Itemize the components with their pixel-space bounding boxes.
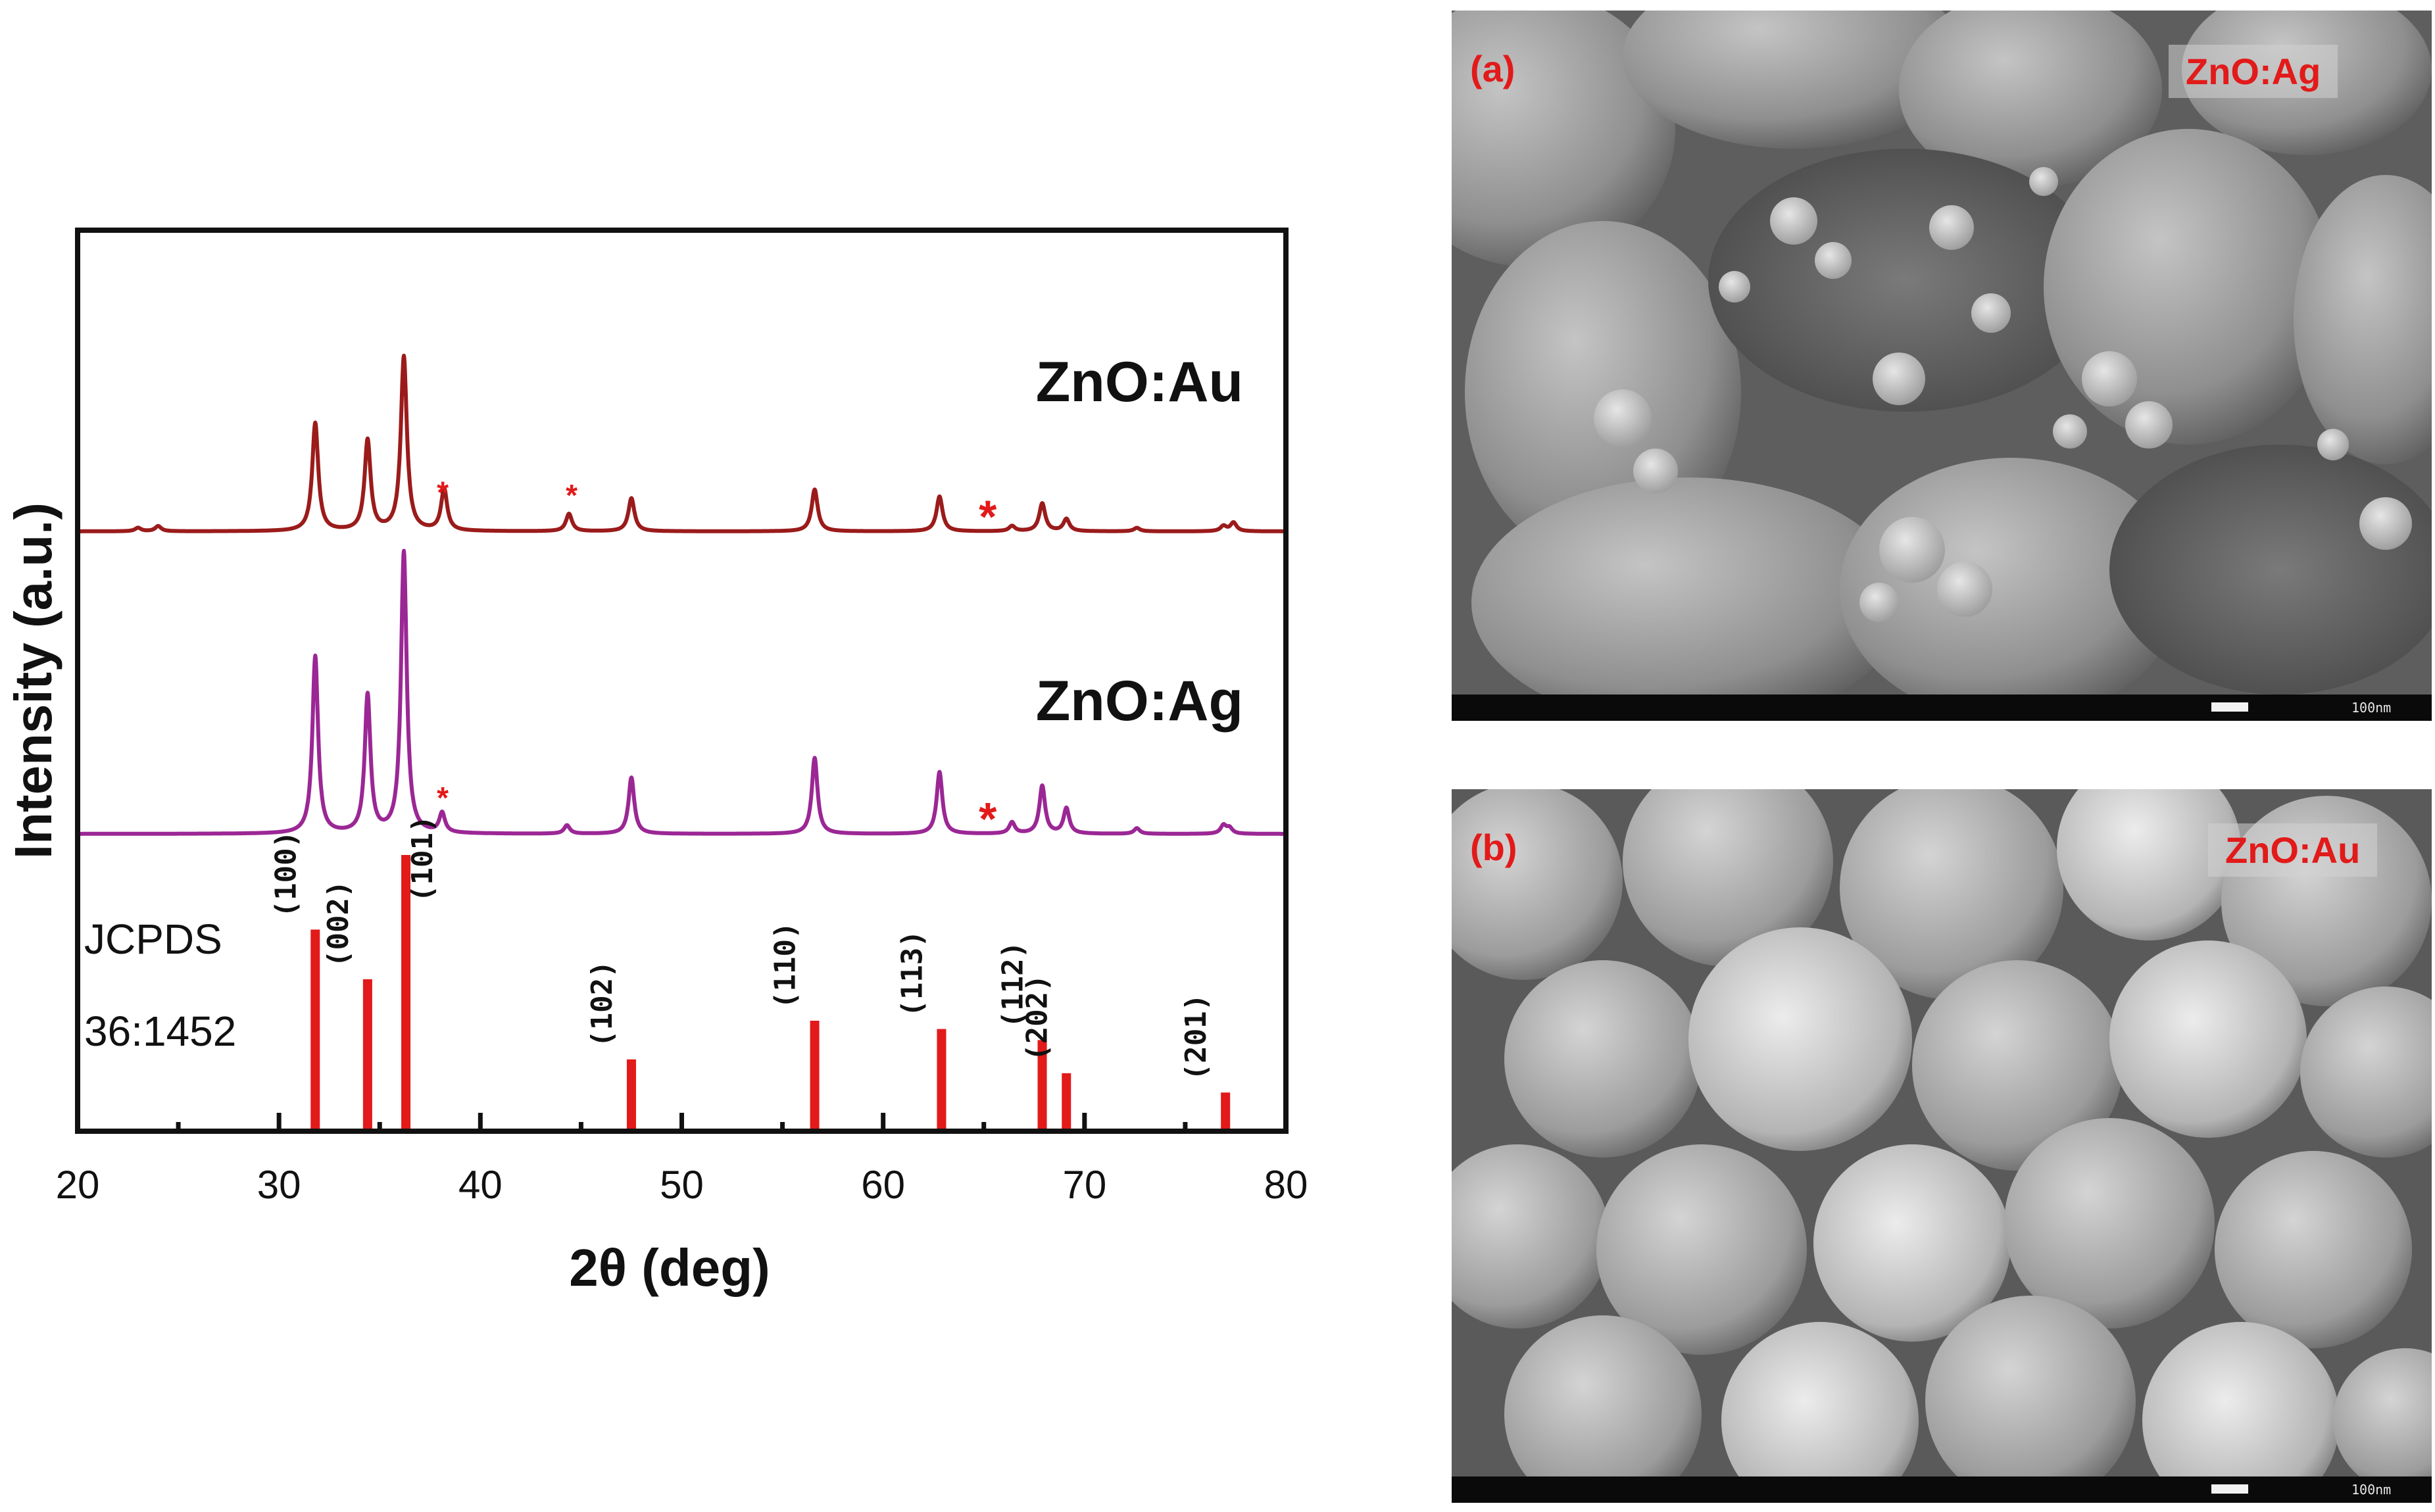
- x-tick-label: 50: [660, 1163, 704, 1207]
- x-tick-label: 70: [1062, 1163, 1106, 1207]
- scale-text-b: 100nm: [2351, 1482, 2392, 1498]
- reference-bar: [362, 979, 372, 1131]
- sem-info-bar-a: 100nm: [1452, 695, 2432, 721]
- reference-bar: [401, 855, 411, 1131]
- x-tick-label: 80: [1264, 1163, 1308, 1207]
- sem-image-a: 100nm (a) ZnO:Ag: [1452, 11, 2432, 721]
- panel-letter-b: (b): [1470, 827, 1517, 868]
- series-label-1: ZnO:Ag: [1036, 670, 1243, 733]
- scale-text-a: 100nm: [2351, 700, 2392, 716]
- x-tick-label: 20: [56, 1163, 100, 1207]
- x-tick-label: 30: [257, 1163, 301, 1207]
- panel-letter-a: (a): [1470, 48, 1515, 89]
- reference-bar: [1062, 1073, 1071, 1131]
- sem-info-bar-b: 100nm: [1452, 1476, 2432, 1503]
- reference-label-line-1: JCPDS: [84, 915, 222, 963]
- hkl-label: (002): [322, 881, 355, 967]
- asterisk-marker: *: [979, 793, 997, 844]
- panel-tag-b: ZnO:Au: [2208, 823, 2378, 877]
- x-axis: 20 30 40 50 60 70 80: [56, 1113, 1308, 1207]
- sem-micrograph-b: [1452, 789, 2432, 1476]
- reference-bar: [1037, 1040, 1047, 1131]
- xrd-chart: * * * ZnO:Au * * ZnO:Ag (100) (002) (101) (102) (11…: [4, 228, 1308, 1297]
- asterisk-marker: *: [566, 478, 578, 512]
- hkl-label: (110): [769, 922, 802, 1009]
- scale-bar-a: [2211, 702, 2248, 712]
- reference-bar: [626, 1059, 636, 1131]
- hkl-label: (201): [1179, 994, 1213, 1081]
- reference-label-line-2: 36:1452: [84, 1008, 236, 1055]
- hkl-label: (113): [895, 930, 929, 1017]
- reference-bar: [310, 929, 320, 1131]
- x-tick-label: 60: [861, 1163, 905, 1207]
- asterisk-marker: *: [437, 475, 449, 509]
- hkl-label: (112): [996, 941, 1030, 1028]
- sem-micrograph-a: [1452, 11, 2432, 695]
- series-label-0: ZnO:Au: [1036, 351, 1243, 414]
- sem-image-b: 100nm (b) ZnO:Au: [1452, 789, 2432, 1503]
- x-tick-label: 40: [458, 1163, 503, 1207]
- panel-tag-a: ZnO:Ag: [2169, 45, 2338, 98]
- reference-bar: [810, 1021, 820, 1131]
- y-axis-label: Intensity (a.u.): [4, 502, 62, 859]
- asterisk-marker: *: [979, 491, 997, 542]
- hkl-label: (100): [269, 831, 303, 917]
- reference-bar: [937, 1029, 947, 1131]
- hkl-label: (101): [406, 816, 439, 902]
- hkl-label: (202): [1020, 974, 1054, 1061]
- hkl-label: (102): [585, 960, 619, 1047]
- scale-bar-b: [2211, 1484, 2248, 1494]
- x-axis-label: 2θ (deg): [569, 1238, 770, 1297]
- plot-area: * * * ZnO:Au * * ZnO:Ag (100) (002) (101) (102) (11…: [76, 351, 1288, 1131]
- series-line-1: [76, 549, 1288, 836]
- reference-bar: [1221, 1092, 1231, 1131]
- asterisk-marker: *: [437, 781, 449, 815]
- series-line-0: [76, 353, 1288, 533]
